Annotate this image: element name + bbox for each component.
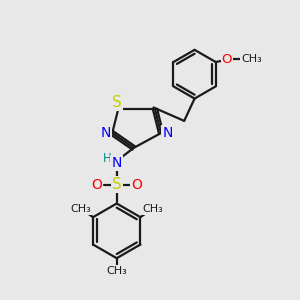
Text: S: S [112,177,122,192]
Text: CH₃: CH₃ [142,204,163,214]
Text: O: O [222,52,232,66]
Text: S: S [112,95,122,110]
Text: CH₃: CH₃ [70,204,91,214]
Text: O: O [92,178,102,192]
Text: CH₃: CH₃ [241,54,262,64]
Text: N: N [112,156,122,170]
Text: O: O [131,178,142,192]
Text: CH₃: CH₃ [106,266,127,276]
Text: N: N [100,126,111,140]
Text: N: N [162,126,173,140]
Text: H: H [103,152,111,165]
